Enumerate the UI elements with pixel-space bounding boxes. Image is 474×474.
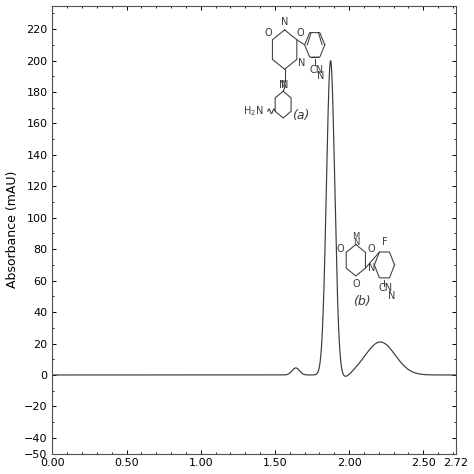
Text: (b): (b): [353, 295, 371, 308]
Text: O: O: [265, 28, 273, 38]
Text: F: F: [382, 237, 387, 247]
Text: N: N: [317, 71, 325, 82]
Text: H$_2$N: H$_2$N: [243, 104, 263, 118]
Text: N: N: [298, 57, 305, 67]
Text: N: N: [368, 263, 375, 273]
Text: N: N: [281, 80, 288, 90]
Text: O: O: [367, 244, 375, 254]
Text: M: M: [352, 232, 359, 241]
Y-axis label: Absorbance (mAU): Absorbance (mAU): [6, 171, 18, 288]
Text: O: O: [297, 28, 304, 38]
Text: N: N: [280, 80, 287, 90]
Text: O: O: [337, 244, 344, 254]
Text: N: N: [353, 238, 359, 247]
Text: CN: CN: [379, 283, 393, 293]
Text: O: O: [352, 279, 360, 289]
Text: N: N: [281, 17, 288, 27]
Text: N: N: [388, 291, 395, 301]
Text: CN: CN: [309, 65, 323, 75]
Text: (a): (a): [292, 109, 310, 122]
